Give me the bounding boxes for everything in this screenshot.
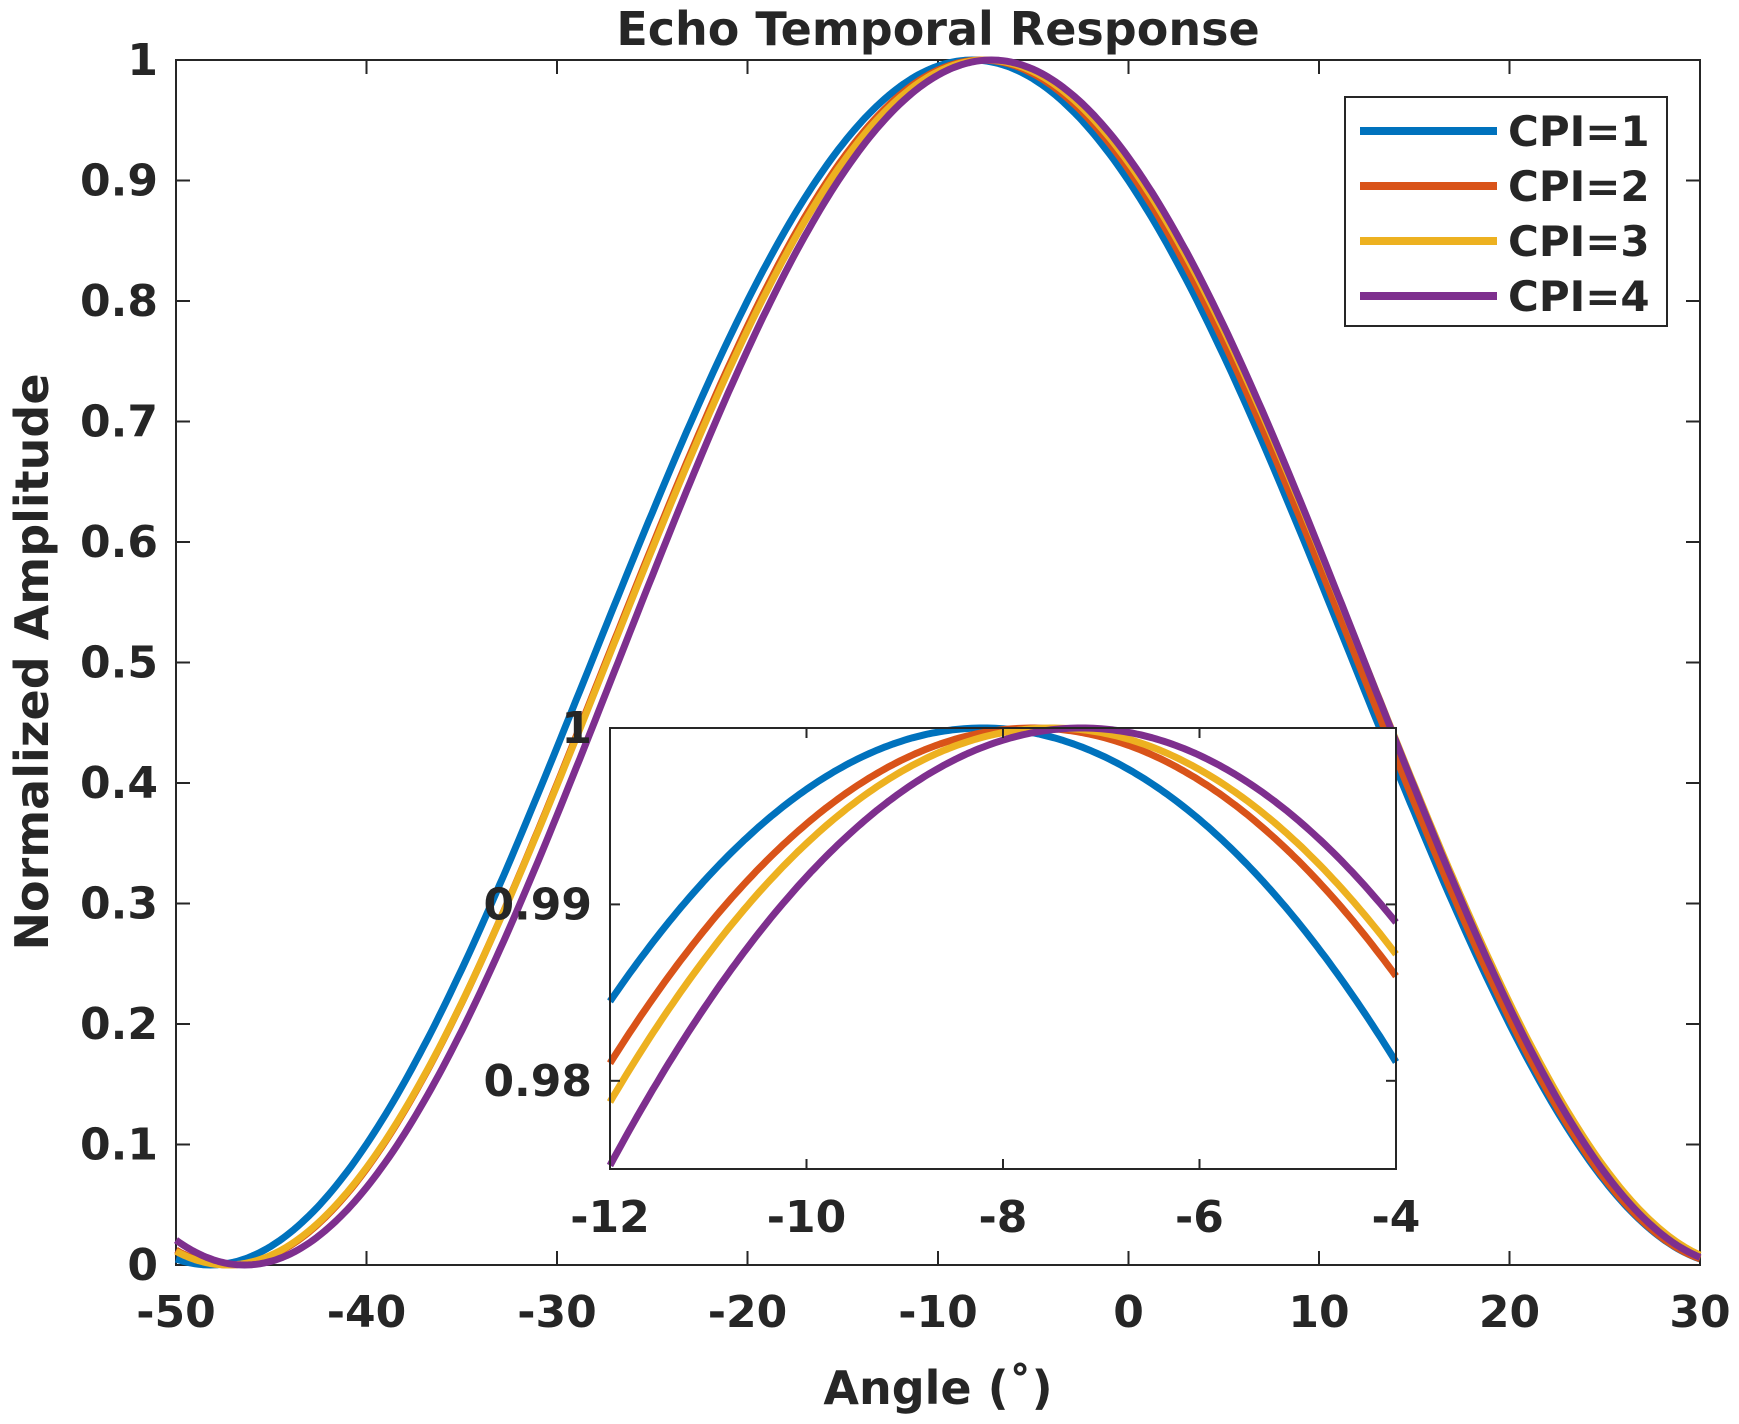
main-axes: -50 -40 -30 -20 -10 0 10 20 30 0 0.1 0.2 0.3 0.4 0.5 0.… [5, 2, 1731, 1415]
series-line-cpi-4 [173, 56, 1702, 1269]
x-tick-label: 10 [1288, 1287, 1349, 1338]
inset-y-tick-label: 0.99 [483, 879, 592, 930]
legend-label-cpi-3: CPI=3 [1508, 217, 1650, 266]
legend: CPI=1 CPI=2 CPI=3 CPI=4 [1344, 96, 1668, 327]
x-tick-label: -30 [517, 1287, 597, 1338]
inset-x-tick-label: -8 [979, 1192, 1028, 1243]
inset-background [610, 728, 1396, 1169]
y-tick-label: 0 [127, 1240, 158, 1291]
y-tick-label: 0.1 [80, 1120, 158, 1171]
y-tick-label: 0.4 [80, 758, 158, 809]
inset-series-line-cpi-4 [606, 724, 1399, 1168]
legend-label-cpi-1: CPI=1 [1508, 107, 1650, 156]
inset-axes: -12 -10 -8 -6 -4 0.98 0.99 1 [483, 703, 1420, 1243]
y-tick-label: 0.3 [80, 879, 158, 930]
x-tick-label: 0 [1113, 1287, 1144, 1338]
x-tick-label: -40 [327, 1287, 407, 1338]
y-tick-label: 1 [127, 35, 158, 86]
y-tick-label: 0.5 [80, 638, 158, 689]
x-tick-label: -20 [708, 1287, 788, 1338]
x-tick-label: 30 [1669, 1287, 1730, 1338]
x-tick-label: -10 [898, 1287, 978, 1338]
inset-y-tick-label: 0.98 [483, 1056, 592, 1107]
inset-x-tick-label: -4 [1372, 1192, 1421, 1243]
y-tick-label: 0.2 [80, 999, 158, 1050]
y-axis-label: Normalized Amplitude [5, 373, 59, 950]
main-series-group [173, 56, 1702, 1269]
chart-title: Echo Temporal Response [616, 2, 1259, 56]
y-tick-label: 0.6 [80, 517, 158, 568]
x-tick-label: -50 [136, 1287, 216, 1338]
inset-ticks: -12 -10 -8 -6 -4 0.98 0.99 1 [483, 703, 1420, 1243]
legend-label-cpi-4: CPI=4 [1508, 272, 1650, 321]
main-ticks: -50 -40 -30 -20 -10 0 10 20 30 0 0.1 0.2 0.3 0.4 0.5 0.… [80, 35, 1731, 1338]
y-tick-label: 0.9 [80, 156, 158, 207]
legend-label-cpi-2: CPI=2 [1508, 162, 1650, 211]
inset-x-tick-label: -10 [767, 1192, 847, 1243]
inset-x-tick-label: -12 [570, 1192, 650, 1243]
y-tick-label: 0.8 [80, 276, 158, 327]
inset-y-tick-label: 1 [561, 703, 592, 754]
legend-box [1344, 96, 1668, 327]
x-axis-label: Angle (˚) [823, 1361, 1052, 1415]
inset-x-tick-label: -6 [1175, 1192, 1224, 1243]
x-tick-label: 20 [1479, 1287, 1540, 1338]
y-tick-label: 0.7 [80, 397, 158, 448]
